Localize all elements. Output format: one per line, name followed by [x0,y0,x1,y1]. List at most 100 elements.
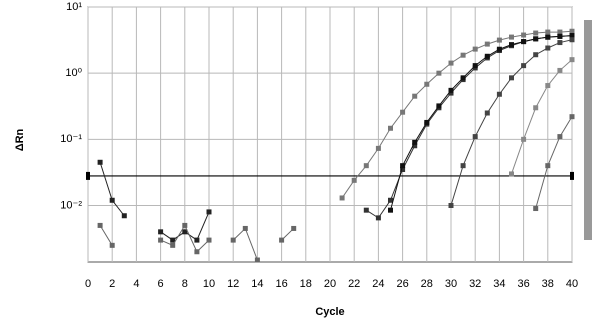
data-point [448,203,454,209]
x-tick-label: 6 [158,278,164,290]
x-tick-label: 24 [372,278,384,290]
data-point [472,63,478,69]
x-tick-label: 8 [182,278,188,290]
data-point [448,60,454,66]
data-point [363,207,369,213]
data-point [545,29,551,35]
data-point [388,197,393,203]
data-point [194,237,200,243]
x-tick-label: 26 [396,278,408,290]
data-point [545,163,551,169]
data-point [158,229,164,235]
y-tick-label: 10⁰ [65,67,82,79]
x-tick-label: 4 [133,278,139,290]
x-tick-label: 2 [109,278,115,290]
data-point [400,167,406,173]
data-point [254,257,260,263]
data-point [509,75,514,81]
data-point [388,207,393,213]
data-point [533,52,539,58]
series-line [535,116,573,209]
data-point [509,34,514,40]
data-point [557,29,563,35]
data-point [400,109,406,115]
x-tick-label: 10 [203,278,215,290]
x-tick-label: 40 [566,278,578,290]
y-tick-label: 10⁻² [60,199,82,211]
data-point [496,46,502,52]
data-point [363,163,369,169]
data-point [557,40,563,46]
data-point [448,90,454,96]
data-point [545,34,551,40]
data-point [557,33,563,39]
data-point [533,36,539,42]
data-point [496,37,502,43]
data-point [484,110,490,116]
data-point [569,37,575,43]
data-point [448,87,454,93]
data-point [424,119,430,125]
data-point [545,83,551,89]
x-tick-label: 20 [324,278,336,290]
data-point [182,222,188,228]
data-point [569,33,575,39]
data-point [521,136,527,142]
data-point [509,171,514,177]
data-point [351,177,357,183]
x-tick-label: 28 [421,278,433,290]
data-point [436,70,442,76]
x-tick-label: 0 [85,278,91,290]
threshold-handle [570,171,574,180]
data-point [375,145,381,151]
data-point [182,229,188,235]
data-point [279,237,285,243]
data-point [569,57,575,63]
x-axis-label: Cycle [315,306,344,318]
data-point [170,242,176,248]
data-point [375,215,381,221]
data-point [460,52,466,58]
data-point [400,163,406,169]
x-tick-label: 34 [493,278,505,290]
data-point [158,237,164,243]
data-point [521,32,527,38]
data-point [533,105,539,111]
side-bar [584,20,592,240]
data-point [424,81,430,87]
y-axis-label: ΔRn [14,128,26,151]
data-point [194,249,200,255]
data-point [557,67,563,73]
x-tick-label: 30 [445,278,457,290]
threshold-handle [86,171,90,180]
data-point [121,213,127,219]
x-tick-label: 22 [348,278,360,290]
data-point [484,53,490,59]
data-point [230,237,236,243]
data-point [509,42,514,48]
data-point [496,91,502,97]
x-tick-label: 38 [542,278,554,290]
data-point [339,195,345,201]
data-point [206,209,212,215]
data-point [291,225,297,231]
data-point [533,206,539,212]
data-point [460,75,466,81]
y-tick-label: 10⁻¹ [60,133,82,145]
data-point [521,63,527,69]
data-point [557,134,563,140]
data-point [170,237,176,243]
data-point [97,222,103,228]
data-point [206,237,212,243]
x-tick-label: 16 [275,278,287,290]
y-tick-label: 10¹ [66,1,82,13]
series-line [390,35,573,211]
x-tick-label: 12 [227,278,239,290]
data-point [569,114,575,120]
data-point [388,125,393,131]
data-point [460,163,466,169]
data-point [472,46,478,52]
data-point [109,197,115,203]
x-tick-label: 36 [517,278,529,290]
